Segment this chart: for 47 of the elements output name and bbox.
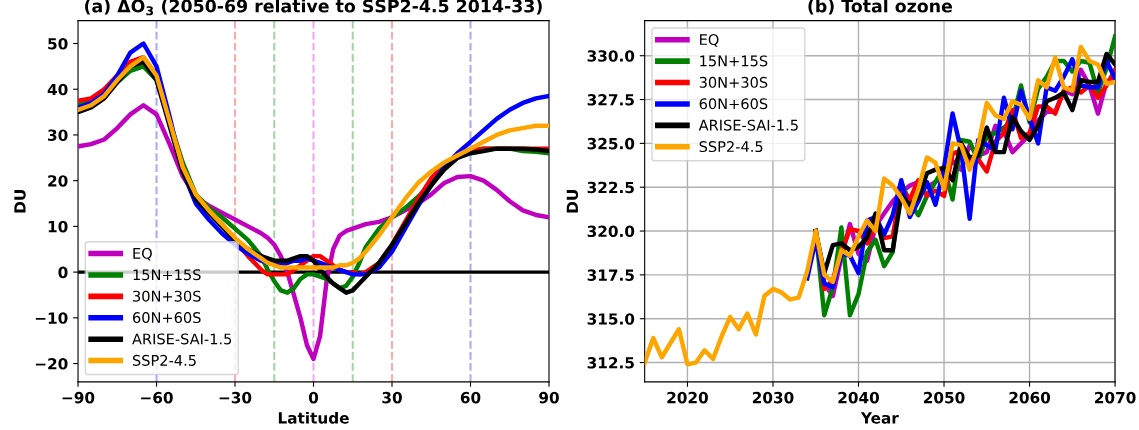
x-tick-label: −90 [62,391,95,404]
x-tick-label: 2050 [923,391,965,404]
x-tick-label: 2060 [1009,391,1051,404]
legend-label: ARISE-SAI-1.5 [132,333,232,345]
y-tick-label: 330.0 [587,50,635,62]
legend-label: 30N+30S [699,76,768,88]
x-tick-label: −30 [219,391,252,404]
y-tick-label: 0 [58,266,68,279]
y-tick-label: 325.0 [587,137,635,150]
x-tick-label: 30 [382,391,402,404]
legend-label: 60N+60S [133,312,201,324]
x-tick-label: 90 [539,391,559,404]
x-tick-label: −60 [141,391,173,404]
legend-label: ARISE-SAI-1.5 [698,119,798,131]
legend-label: 15N+15S [133,269,201,281]
y-axis-title: DU [14,190,26,213]
chart-title: (a) ΔO$_{3}$ (2050-69 relative to SSP2-4.5 2014-33) [85,0,542,16]
chart-title: (b) Total ozone [808,0,952,15]
x-tick-label: 60 [460,391,481,404]
y-tick-label: 30 [48,129,68,141]
x-tick-label: 2030 [752,391,794,404]
x-axis-title: Year [860,412,899,424]
x-tick-label: 2020 [667,391,708,404]
y-tick-label: 312.5 [587,357,634,369]
y-tick-label: −10 [35,312,68,324]
x-axis-title: Latitude [278,411,349,424]
legend-label: 15N+15S [700,55,768,67]
y-tick-label: 320.0 [587,225,635,238]
legend-label: EQ [133,247,152,261]
y-tick-label: 50 [48,37,68,50]
y-tick-label: 327.5 [587,94,634,106]
legend-label: 30N+30S [133,290,201,302]
legend-label: SSP2-4.5 [132,354,196,366]
x-tick-label: 0 [308,391,319,404]
legend-label: 60N+60S [699,98,768,110]
y-tick-label: 317.5 [587,269,634,281]
x-tick-label: 2040 [838,391,880,404]
y-tick-label: 40 [47,83,68,96]
y-tick-label: 315.0 [587,313,635,325]
legend-label: SSP2-4.5 [699,141,763,153]
y-axis-title: DU [566,190,579,213]
y-tick-label: −20 [35,358,68,370]
y-tick-label: 10 [48,220,68,233]
y-tick-label: 20 [48,175,68,187]
legend-label: EQ [700,34,719,47]
x-tick-label: 2070 [1095,391,1136,404]
y-tick-label: 322.5 [587,181,634,194]
